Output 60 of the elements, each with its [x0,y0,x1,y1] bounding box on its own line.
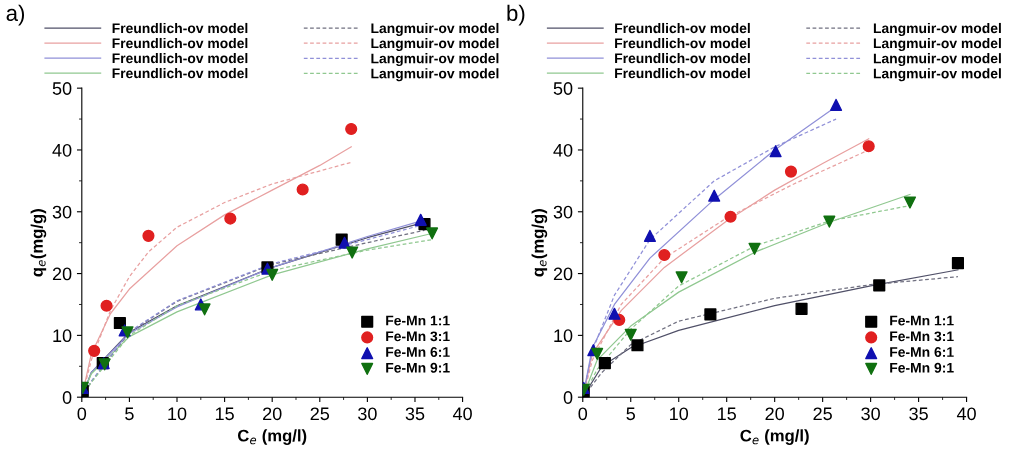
x-tick-label: 40 [956,407,976,421]
y-tick-label: 40 [52,143,72,157]
x-tick-label: 40 [452,407,472,421]
y-tick-label: 0 [563,391,573,404]
legend-label: Freundlich-ov model [112,53,248,64]
legend-label: Freundlich-ov model [615,68,750,79]
x-axis-title: C$_{e}$ (mg/l) [237,429,307,445]
y-tick-label: 50 [553,82,573,95]
x-tick-label: 25 [813,407,832,421]
x-tick-label: 35 [909,407,928,421]
legend-label: Fe-Mn 6:1 [890,347,954,357]
legend-label: Langmuir-ov model [371,22,499,36]
legend-label: Freundlich-ov model [615,37,750,49]
x-tick-label: 5 [125,407,134,421]
legend-label: Langmuir-ov model [873,53,1001,67]
legend-label: Freundlich-ov model [112,37,248,49]
legend-label: Langmuir-ov model [371,38,499,52]
x-tick-label: 20 [765,407,785,421]
legend-label: Fe-Mn 6:1 [386,347,450,357]
chart-title: b) [507,4,525,26]
x-tick-label: 0 [77,407,87,421]
x-tick-label: 30 [358,407,377,421]
x-tick-label: 15 [215,407,234,421]
y-tick-label: 10 [554,329,573,343]
legend-label: Freundlich-ov model [112,22,248,34]
y-tick-label: 20 [52,267,72,281]
legend-label: Fe-Mn 3:1 [890,331,954,342]
legend-label: Langmuir-ov model [873,68,1001,82]
x-tick-label: 20 [263,407,282,421]
x-tick-label: 10 [670,407,689,421]
legend-label: Fe-Mn 9:1 [890,362,954,373]
legend-label: Freundlich-ov model [615,53,750,64]
x-tick-label: 35 [405,407,425,421]
legend-label: Fe-Mn 1:1 [386,315,450,326]
y-tick-label: 30 [52,205,72,219]
legend-label: Langmuir-ov model [873,38,1001,52]
y-tick-label: 20 [553,267,573,281]
chart-title: a) [6,4,25,26]
x-tick-label: 25 [310,407,330,421]
y-axis-title: q$_{e}$(mg/g) [30,209,47,277]
x-tick-label: 10 [168,407,187,421]
legend-label: Freundlich-ov model [112,68,248,79]
y-axis-title: q$_{e}$(mg/g) [531,209,548,277]
x-tick-label: 30 [861,407,880,421]
legend-label: Langmuir-ov model [873,22,1001,36]
y-tick-label: 50 [52,82,72,95]
y-tick-label: 30 [553,205,573,219]
legend-label: Fe-Mn 3:1 [386,331,450,342]
x-tick-label: 15 [718,407,736,421]
legend-label: Fe-Mn 9:1 [386,362,450,373]
y-tick-label: 40 [553,143,573,157]
legend-label: Fe-Mn 1:1 [890,315,954,326]
x-tick-label: 0 [578,407,588,421]
x-axis-title: C$_{e}$ (mg/l) [740,429,809,445]
legend-label: Langmuir-ov model [371,68,499,82]
x-tick-label: 5 [626,407,636,421]
y-tick-label: 0 [62,391,72,404]
legend-label: Langmuir-ov model [371,53,499,67]
legend-label: Freundlich-ov model [615,22,750,34]
y-tick-label: 10 [53,329,72,343]
